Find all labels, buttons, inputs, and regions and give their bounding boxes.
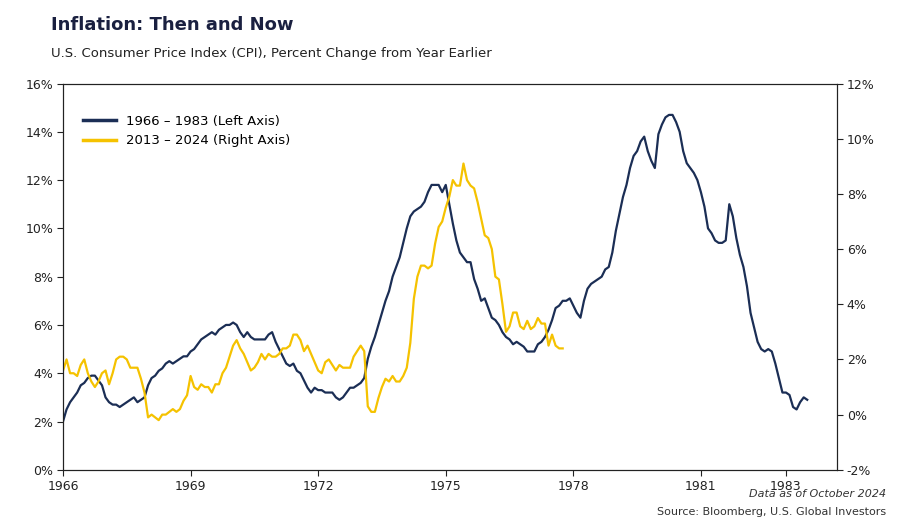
Text: Source: Bloomberg, U.S. Global Investors: Source: Bloomberg, U.S. Global Investors [657, 507, 886, 517]
Text: Inflation: Then and Now: Inflation: Then and Now [51, 16, 294, 33]
Text: U.S. Consumer Price Index (CPI), Percent Change from Year Earlier: U.S. Consumer Price Index (CPI), Percent… [51, 47, 492, 60]
Text: Data as of October 2024: Data as of October 2024 [750, 489, 886, 499]
Legend: 1966 – 1983 (Left Axis), 2013 – 2024 (Right Axis): 1966 – 1983 (Left Axis), 2013 – 2024 (Ri… [77, 110, 296, 152]
